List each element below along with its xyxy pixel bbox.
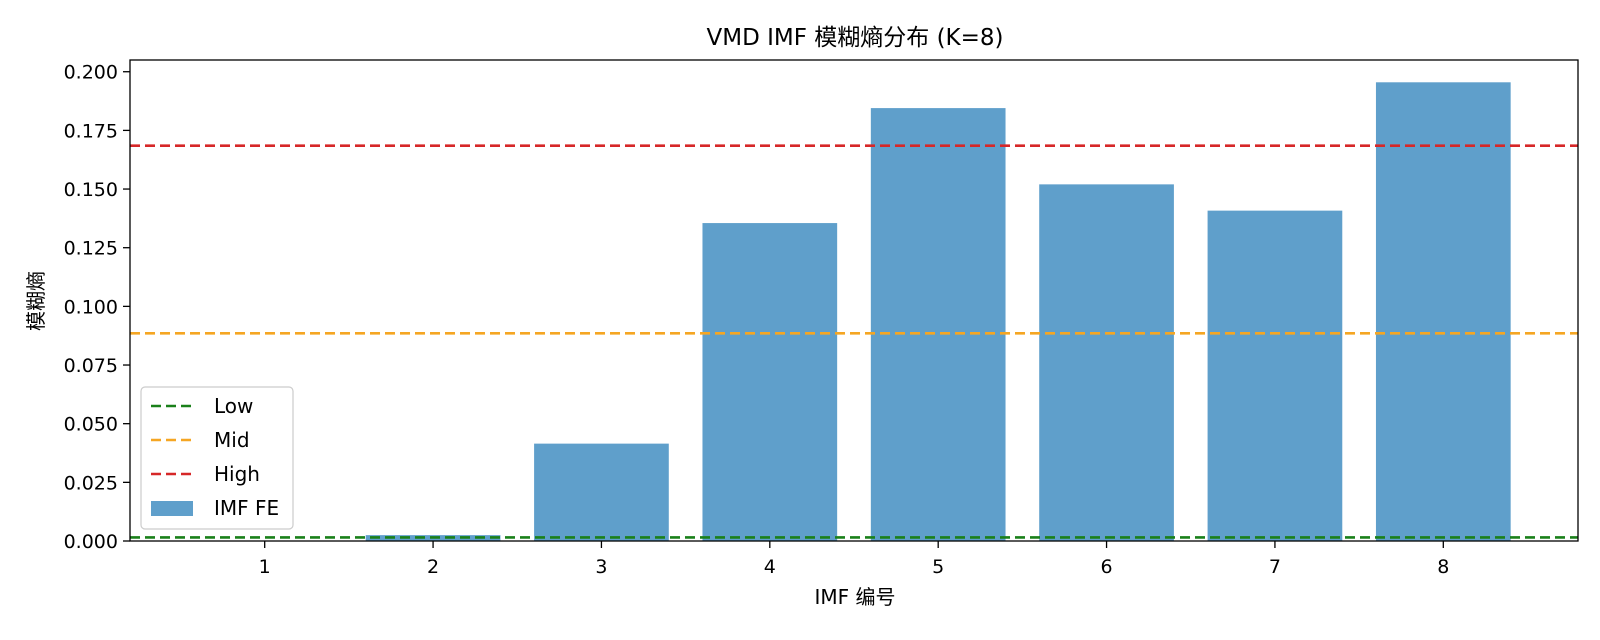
y-tick-label: 0.200 xyxy=(64,62,118,84)
legend-label-low: Low xyxy=(214,394,253,418)
x-tick-label: 5 xyxy=(932,556,944,578)
bar-imf-8 xyxy=(1375,82,1511,541)
x-tick-label: 6 xyxy=(1101,556,1113,578)
y-tick-label: 0.050 xyxy=(64,414,118,436)
plot-frame xyxy=(129,59,1579,542)
y-tick-label: 0.150 xyxy=(64,179,118,201)
legend: Low Mid High IMF FE xyxy=(140,386,294,530)
legend-label-bars: IMF FE xyxy=(214,496,279,520)
x-tick-label: 8 xyxy=(1437,556,1449,578)
x-tick-label: 2 xyxy=(427,556,439,578)
x-tick-label: 4 xyxy=(764,556,776,578)
legend-swatch-bars xyxy=(151,501,193,516)
x-tick-label: 3 xyxy=(595,556,607,578)
legend-label-mid: Mid xyxy=(214,428,250,452)
x-axis-ticks: 1 2 3 4 5 6 7 8 xyxy=(259,541,1449,578)
legend-box xyxy=(140,386,294,530)
threshold-lines-group xyxy=(130,144,1578,539)
x-tick-label: 7 xyxy=(1269,556,1281,578)
y-tick-label: 0.000 xyxy=(64,531,118,553)
legend-label-high: High xyxy=(214,462,260,486)
y-tick-label: 0.075 xyxy=(64,355,118,377)
y-tick-label: 0.025 xyxy=(64,472,118,494)
bar-imf-6 xyxy=(1039,184,1174,542)
bar-imf-4 xyxy=(702,223,838,541)
y-tick-label: 0.175 xyxy=(64,120,118,142)
bar-imf-7 xyxy=(1207,210,1343,541)
bar-imf-5 xyxy=(870,108,1006,541)
bars-group xyxy=(365,82,1511,542)
y-tick-label: 0.100 xyxy=(64,296,118,318)
y-tick-label: 0.125 xyxy=(64,238,118,260)
x-axis-label: IMF 编号 xyxy=(814,585,895,609)
y-axis-ticks: 0.000 0.025 0.050 0.075 0.100 0.125 0.150 0.175… xyxy=(64,62,130,553)
chart-title: VMD IMF 模糊熵分布 (K=8) xyxy=(706,25,1003,51)
x-tick-label: 1 xyxy=(259,556,271,578)
bar-imf-3 xyxy=(534,443,669,541)
y-axis-label: 模糊熵 xyxy=(24,271,48,331)
